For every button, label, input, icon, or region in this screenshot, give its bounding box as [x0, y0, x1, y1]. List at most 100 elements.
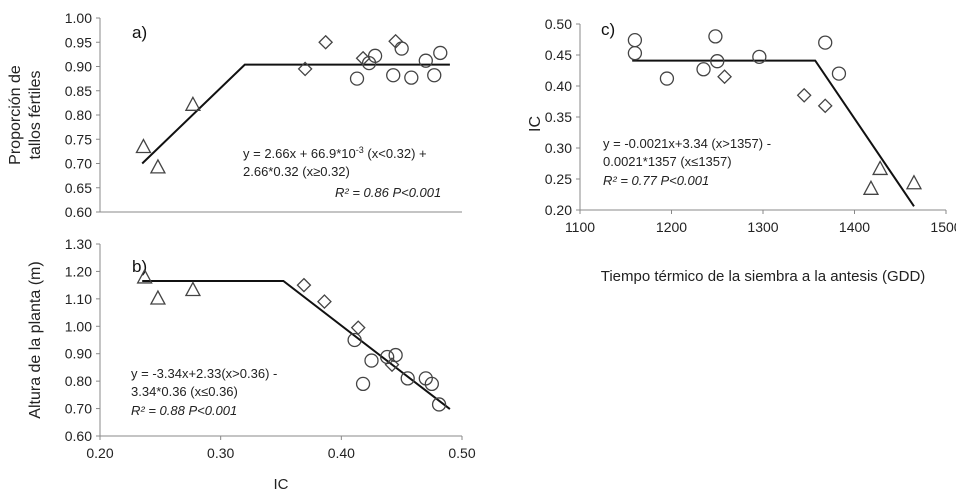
x-tick-label: 1200	[656, 219, 687, 235]
y-tick-label: 0.60	[65, 428, 92, 444]
fit-line	[142, 280, 451, 410]
circle-marker	[347, 332, 362, 348]
circle-marker	[710, 54, 725, 69]
diamond-marker	[318, 34, 334, 50]
r2-text: R² = 0.86 P<0.001	[335, 185, 441, 200]
circle-marker	[355, 376, 371, 392]
y-tick-label: 0.90	[65, 346, 92, 362]
chart-panel-1: 0.60 0.65 0.70 0.75 0.80 0.85 0.90 0.95 1.00 Prop…	[7, 10, 462, 220]
y-axis-label: Proporción de tallos fértiles	[7, 65, 44, 165]
y-tick-label: 0.50	[545, 16, 572, 32]
triangle-marker	[184, 281, 202, 297]
y-tick-label: 0.20	[545, 202, 572, 218]
y-tick-label: 1.30	[65, 236, 92, 252]
panel-label: a)	[132, 23, 147, 42]
y-tick-label: 0.80	[65, 373, 92, 389]
diamond-marker	[297, 61, 313, 77]
panel-label: b)	[132, 257, 147, 276]
y-tick-label: 0.70	[65, 401, 92, 417]
triangle-marker	[184, 95, 202, 111]
y-tick-label: 0.60	[65, 204, 92, 220]
circle-marker	[831, 66, 847, 81]
chart-panel-3: 0.20 0.25 0.30 0.35 0.40 0.45 0.50 1100 1200 1300…	[527, 16, 956, 285]
y-tick-label: 1.10	[65, 291, 92, 307]
diamond-marker	[817, 98, 833, 114]
x-tick-label: 0.20	[86, 445, 113, 461]
y-tick-label: 0.30	[545, 140, 572, 156]
x-tick-label: 0.30	[207, 445, 234, 461]
triangle-marker	[135, 138, 152, 154]
circle-marker	[386, 68, 401, 83]
y-axis-label: IC	[527, 116, 544, 132]
diamond-marker	[796, 87, 812, 103]
y-tick-label: 0.70	[65, 156, 92, 172]
equation-text: y = -3.34x+2.33(x>0.36) -	[131, 366, 277, 381]
circle-marker	[752, 49, 767, 65]
circle-marker	[708, 29, 723, 44]
y-tick-label: 0.35	[545, 109, 572, 125]
diamond-marker	[717, 69, 732, 85]
circle-marker	[364, 353, 379, 368]
triangle-marker	[149, 289, 167, 305]
equation-exponent: -3	[356, 145, 364, 155]
x-tick-label: 1400	[839, 219, 870, 235]
circle-marker	[427, 68, 442, 83]
y-axis-label-line: IC	[527, 116, 544, 132]
fit-line	[141, 63, 450, 165]
circle-marker	[380, 349, 395, 365]
y-tick-label: 0.45	[545, 47, 572, 63]
y-tick-label: 1.20	[65, 263, 92, 279]
y-axis-label-line: Altura de la planta (m)	[27, 261, 44, 418]
equation-text: y = -0.0021x+3.34 (x>1357) -	[603, 136, 771, 151]
x-tick-label: 1500	[930, 219, 956, 235]
circle-marker	[400, 371, 415, 386]
x-axis-label: Tiempo térmico de la siembra a la antesi…	[601, 268, 926, 285]
y-tick-label: 0.25	[545, 171, 572, 187]
equation-text-rest: (x<0.32) +	[364, 146, 427, 161]
triangle-marker	[136, 268, 153, 284]
y-tick-label: 1.00	[65, 318, 92, 334]
panel-label: c)	[601, 20, 615, 39]
circle-marker	[659, 71, 675, 86]
x-axis-label: IC	[274, 476, 289, 493]
equation-text: 2.66*0.32 (x≥0.32)	[243, 164, 350, 179]
y-tick-label: 0.75	[65, 131, 92, 147]
circle-marker	[349, 71, 365, 86]
r2-text: R² = 0.88 P<0.001	[131, 403, 237, 418]
circle-marker	[424, 376, 439, 392]
circle-marker	[627, 32, 643, 48]
triangle-marker	[905, 174, 923, 190]
circle-marker	[394, 41, 409, 56]
y-tick-label: 0.80	[65, 107, 92, 123]
triangle-marker	[872, 160, 889, 176]
circle-marker	[627, 45, 643, 61]
diamond-marker	[350, 320, 366, 336]
y-axis-label-line: tallos fértiles	[27, 71, 44, 160]
y-axis-label-line: Proporción de	[7, 65, 24, 165]
r2-text: R² = 0.77 P<0.001	[603, 173, 709, 188]
circle-marker	[404, 70, 419, 85]
triangle-marker	[149, 158, 167, 174]
y-tick-label: 1.00	[65, 10, 92, 26]
equation-text: 0.0021*1357 (x≤1357)	[603, 154, 732, 169]
y-tick-label: 0.85	[65, 83, 92, 99]
diamond-marker	[384, 357, 400, 373]
circle-marker	[388, 347, 403, 363]
equation-text: y = 2.66x + 66.9*10-3 (x<0.32) +	[243, 145, 427, 161]
circle-marker	[696, 62, 711, 77]
circle-marker	[418, 53, 433, 68]
x-tick-label: 0.40	[328, 445, 355, 461]
y-tick-label: 0.65	[65, 180, 92, 196]
equation-text: 3.34*0.36 (x≤0.36)	[131, 384, 238, 399]
fit-line	[632, 59, 915, 207]
circle-marker	[433, 45, 448, 61]
diamond-marker	[317, 294, 332, 310]
x-tick-label: 0.50	[448, 445, 475, 461]
circle-marker	[818, 35, 833, 50]
chart-panel-2: 0.60 0.70 0.80 0.90 1.00 1.10 1.20 1.30 0.20 0.30…	[27, 236, 476, 493]
y-axis-label: Altura de la planta (m)	[27, 261, 44, 418]
y-tick-label: 0.40	[545, 78, 572, 94]
y-tick-label: 0.90	[65, 59, 92, 75]
circle-marker	[367, 48, 383, 63]
